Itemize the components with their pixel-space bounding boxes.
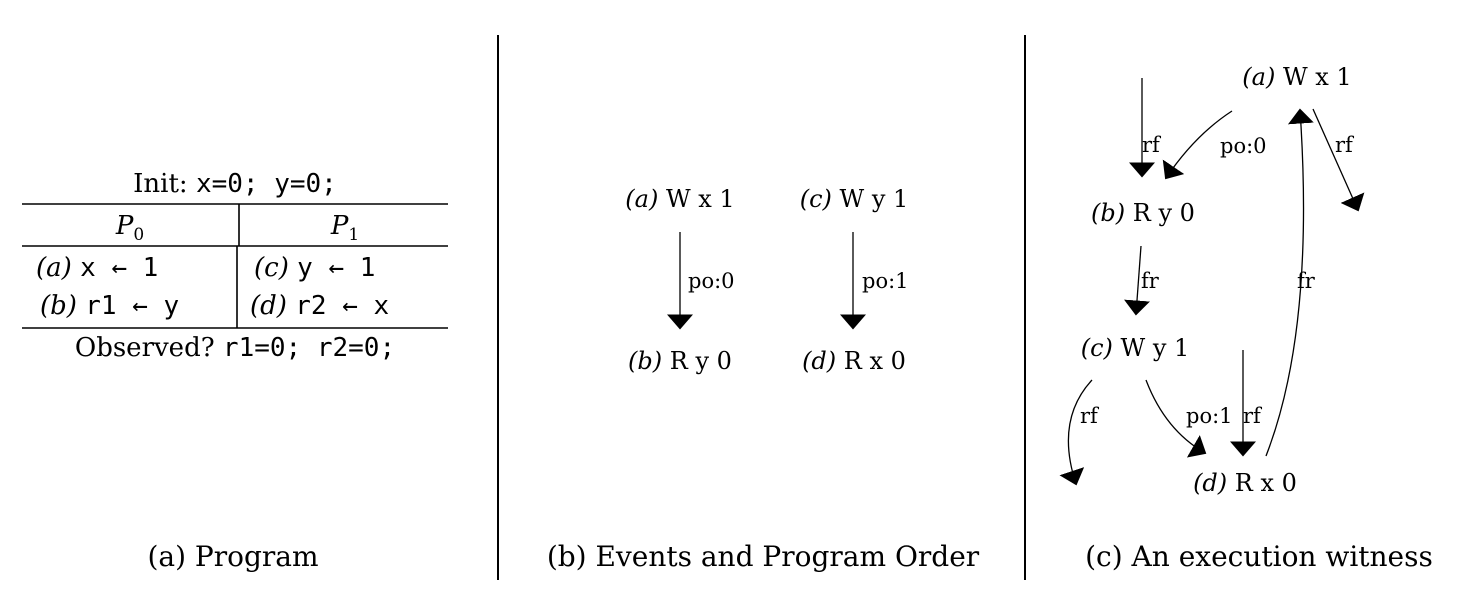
caption-program: (a) Program — [147, 540, 318, 573]
witness-edge-label-fr-b-c: fr — [1141, 269, 1160, 293]
witness-edge-label-rf-out-a: rf — [1335, 133, 1355, 157]
witness-edge-rf-out-c — [1059, 379, 1093, 486]
table-cell-p0-a: (a) x ← 1 — [36, 253, 158, 283]
witness-event-c: (c) W y 1 — [1081, 334, 1190, 362]
header-p0: P0 — [115, 211, 144, 245]
program-panel: Init: x=0; y=0; P0 P1 (a) x ← 1 (c) y ← … — [22, 169, 448, 573]
event-a: (a) W x 1 — [625, 185, 734, 213]
witness-edge-po0 — [1162, 110, 1233, 180]
event-b: (b) R y 0 — [628, 347, 732, 375]
witness-event-a: (a) W x 1 — [1242, 63, 1351, 91]
caption-witness: (c) An execution witness — [1085, 540, 1433, 573]
event-c: (c) W y 1 — [800, 185, 909, 213]
witness-edge-label-rf-into-d: rf — [1243, 404, 1263, 428]
event-d: (d) R x 0 — [802, 347, 906, 375]
header-p1: P1 — [330, 211, 359, 245]
witness-edge-fr-b-c — [1124, 245, 1150, 316]
witness-edge-label-po0: po:0 — [1220, 134, 1267, 158]
init-line: Init: x=0; y=0; — [133, 169, 337, 199]
witness-edge-fr-d-a — [1265, 108, 1314, 457]
witness-edge-label-po1: po:1 — [1186, 404, 1233, 428]
witness-edge-label-rf-out-c: rf — [1080, 404, 1100, 428]
observed-line: Observed? r1=0; r2=0; — [75, 333, 395, 363]
witness-edge-label-rf-into-b: rf — [1142, 133, 1162, 157]
edge-label-po1: po:1 — [862, 269, 909, 293]
witness-edge-rf-out-a — [1312, 108, 1365, 212]
witness-edge-label-fr-d-a: fr — [1297, 269, 1316, 293]
table-cell-p1-c: (c) y ← 1 — [254, 253, 375, 283]
witness-event-b: (b) R y 0 — [1091, 199, 1195, 227]
events-panel: (a) W x 1 (c) W y 1 (b) R y 0 (d) R x 0 … — [547, 185, 980, 573]
table-cell-p1-d: (d) r2 ← x — [250, 291, 389, 321]
witness-event-d: (d) R x 0 — [1193, 469, 1297, 497]
witness-panel: (a) W x 1 (b) R y 0 (c) W y 1 (d) R x 0 … — [1059, 63, 1433, 573]
caption-events: (b) Events and Program Order — [547, 540, 980, 573]
edge-label-po0: po:0 — [688, 269, 735, 293]
witness-edge-po1 — [1145, 379, 1207, 458]
table-cell-p0-b: (b) r1 ← y — [40, 291, 179, 321]
